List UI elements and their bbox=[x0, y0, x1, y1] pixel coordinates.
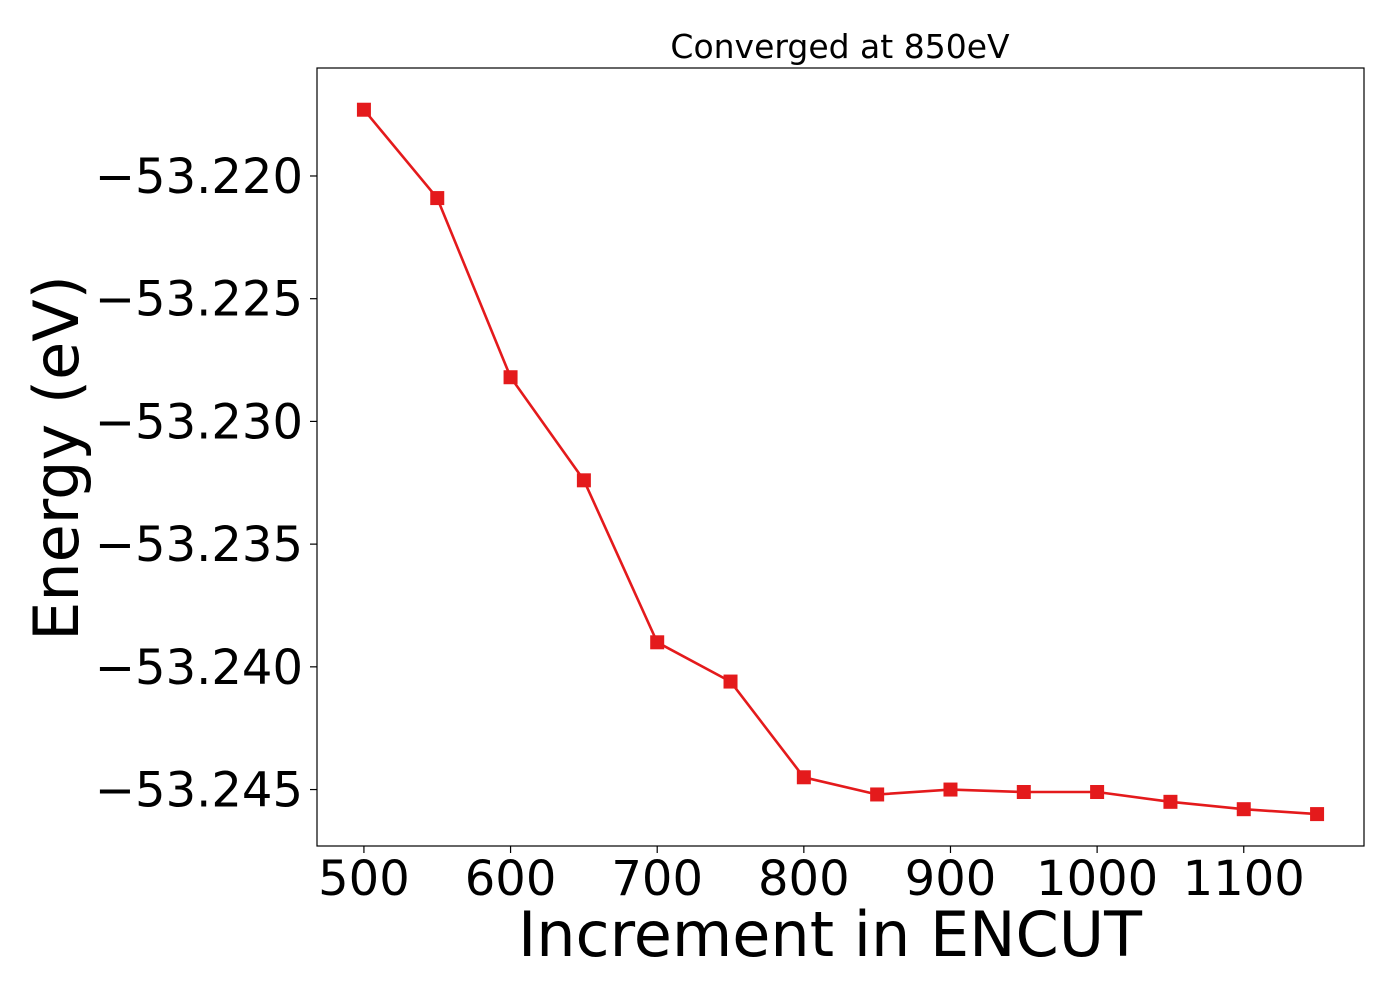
x-tick-label: 500 bbox=[318, 851, 410, 907]
plot-frame bbox=[316, 67, 1365, 847]
data-point bbox=[1310, 807, 1325, 822]
series-layer bbox=[356, 102, 1325, 822]
data-point bbox=[430, 191, 445, 206]
plot-area bbox=[316, 67, 1365, 847]
x-tick-label: 600 bbox=[465, 851, 557, 907]
chart-title: Converged at 850eV bbox=[670, 27, 1010, 66]
y-tick-label: −53.235 bbox=[95, 517, 303, 573]
x-tick-label: 700 bbox=[611, 851, 703, 907]
y-tick-label: −53.240 bbox=[95, 640, 303, 696]
y-tick-label: −53.245 bbox=[95, 763, 303, 819]
x-axis-ticks: 500 600 700 800 900 1000 1100 bbox=[318, 846, 1305, 907]
data-point bbox=[650, 635, 665, 650]
y-tick-label: −53.230 bbox=[95, 394, 303, 450]
x-tick-label: 900 bbox=[905, 851, 997, 907]
data-point bbox=[1090, 785, 1105, 800]
data-point bbox=[356, 102, 371, 117]
data-point bbox=[576, 473, 591, 488]
x-tick-label: 1100 bbox=[1183, 851, 1305, 907]
y-tick-label: −53.225 bbox=[95, 272, 303, 328]
data-point bbox=[870, 787, 885, 802]
x-tick-label: 800 bbox=[758, 851, 850, 907]
series-line bbox=[362, 108, 1318, 816]
y-axis-label: Energy (eV) bbox=[20, 275, 93, 641]
data-point bbox=[723, 674, 738, 689]
data-point bbox=[1016, 785, 1031, 800]
data-point bbox=[503, 370, 518, 385]
data-point bbox=[1163, 794, 1178, 809]
data-point bbox=[796, 770, 811, 785]
y-tick-label: −53.220 bbox=[95, 149, 303, 205]
data-point bbox=[943, 782, 958, 797]
x-axis-label: Increment in ENCUT bbox=[518, 898, 1143, 971]
data-point bbox=[1236, 802, 1251, 817]
y-axis-ticks: −53.220 −53.225 −53.230 −53.235 −53.240 −53.2… bbox=[95, 149, 317, 819]
x-tick-label: 1000 bbox=[1036, 851, 1158, 907]
